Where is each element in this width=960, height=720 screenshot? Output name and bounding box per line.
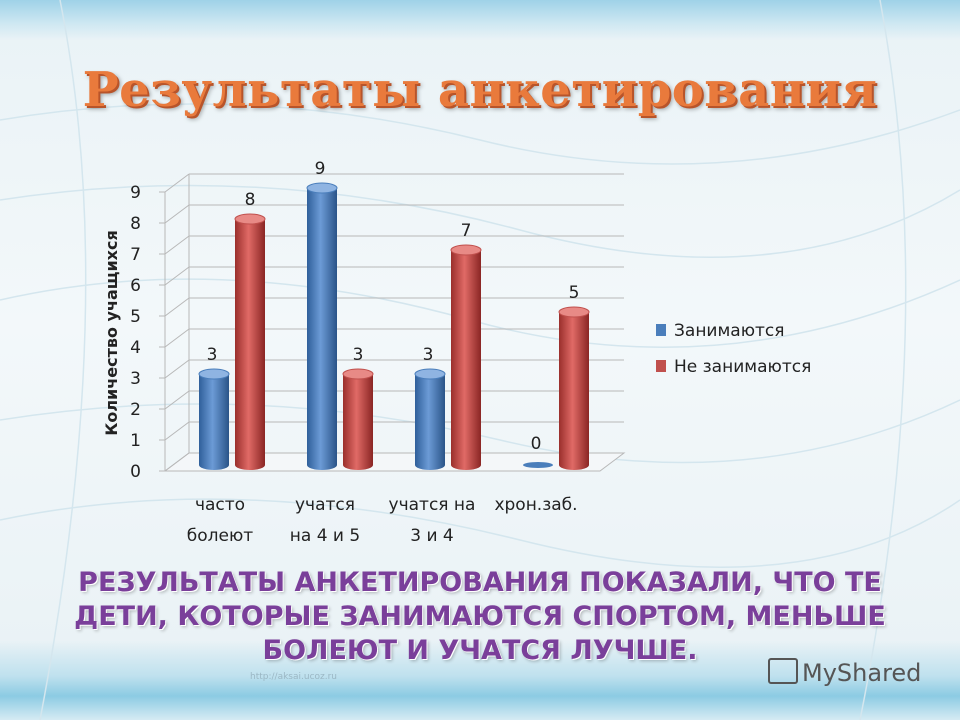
bar-base [343,460,373,470]
x-tick-label: учатся [295,495,355,515]
bar-base [415,460,445,470]
bar-cap [450,244,482,256]
y-tick-label: 7 [130,245,141,265]
x-tick-label: учатся на [389,495,476,515]
bar-cap [342,368,374,380]
bar-blue-0 [199,374,229,465]
gridline-depth [164,266,190,286]
data-label: 3 [207,345,218,365]
bar-red-2 [451,250,481,465]
x-tick-label: 3 и 4 [410,526,454,546]
y-tick-label: 8 [130,214,141,234]
y-tick-label: 3 [130,369,141,389]
slide-title: Результаты анкетирования [82,62,878,118]
bar-cap [558,306,590,318]
bar-cap [306,182,338,194]
legend-swatch [656,324,666,336]
legend-label: Занимаются [674,321,785,341]
brand-icon [768,658,798,684]
gridline-depth [164,204,190,224]
legend-label: Не занимаются [674,357,811,377]
y-tick-label: 4 [130,338,141,358]
legend-swatch [656,360,666,372]
y-axis-title: Количество учащихся [102,230,121,435]
bar-red-0 [235,219,265,465]
gridline-depth [164,421,190,441]
gridline-depth [164,452,190,472]
x-tick-label: на 4 и 5 [290,526,360,546]
gridline-depth [164,390,190,410]
data-label: 5 [569,283,580,303]
bar-base [199,460,229,470]
data-label: 8 [245,190,256,210]
bar-blue-2 [415,374,445,465]
watermark-url: http://aksai.ucoz.ru [250,672,338,682]
bar-cap [414,368,446,380]
brand-name: MyShared [802,659,922,687]
data-label: 7 [461,221,472,241]
bottom-wave-band [0,640,960,720]
x-tick-label: часто [195,495,245,515]
x-tick-label: хрон.заб. [494,495,577,515]
x-tick-label: болеют [187,526,254,546]
bar-base [307,460,337,470]
gridline-depth [164,173,190,193]
y-tick-label: 5 [130,307,141,327]
bar-base [235,460,265,470]
y-tick-label: 2 [130,400,141,420]
y-tick-label: 0 [130,462,141,482]
chart-floor [163,452,626,472]
y-tick-label: 1 [130,431,141,451]
data-label: 3 [423,345,434,365]
conclusion-caption: Результаты анкетирования показали, что т… [74,567,886,666]
data-label: 3 [353,345,364,365]
data-label: 0 [531,434,542,454]
bar-cap [234,213,266,225]
y-tick-label: 9 [130,183,141,203]
gridline-depth [164,235,190,255]
bar-cap [198,368,230,380]
bar-blue-1 [307,188,337,465]
gridline-depth [164,359,190,379]
bar-base [451,460,481,470]
bar-red-1 [343,374,373,465]
bar-red-3 [559,312,589,465]
y-tick-label: 6 [130,276,141,296]
data-label: 9 [315,159,326,179]
top-wave-band [0,0,960,40]
brand-logo: MyShared [768,658,921,687]
gridline-depth [164,328,190,348]
bar-base [559,460,589,470]
bar-blue-3 [523,462,553,468]
gridline-depth [164,297,190,317]
